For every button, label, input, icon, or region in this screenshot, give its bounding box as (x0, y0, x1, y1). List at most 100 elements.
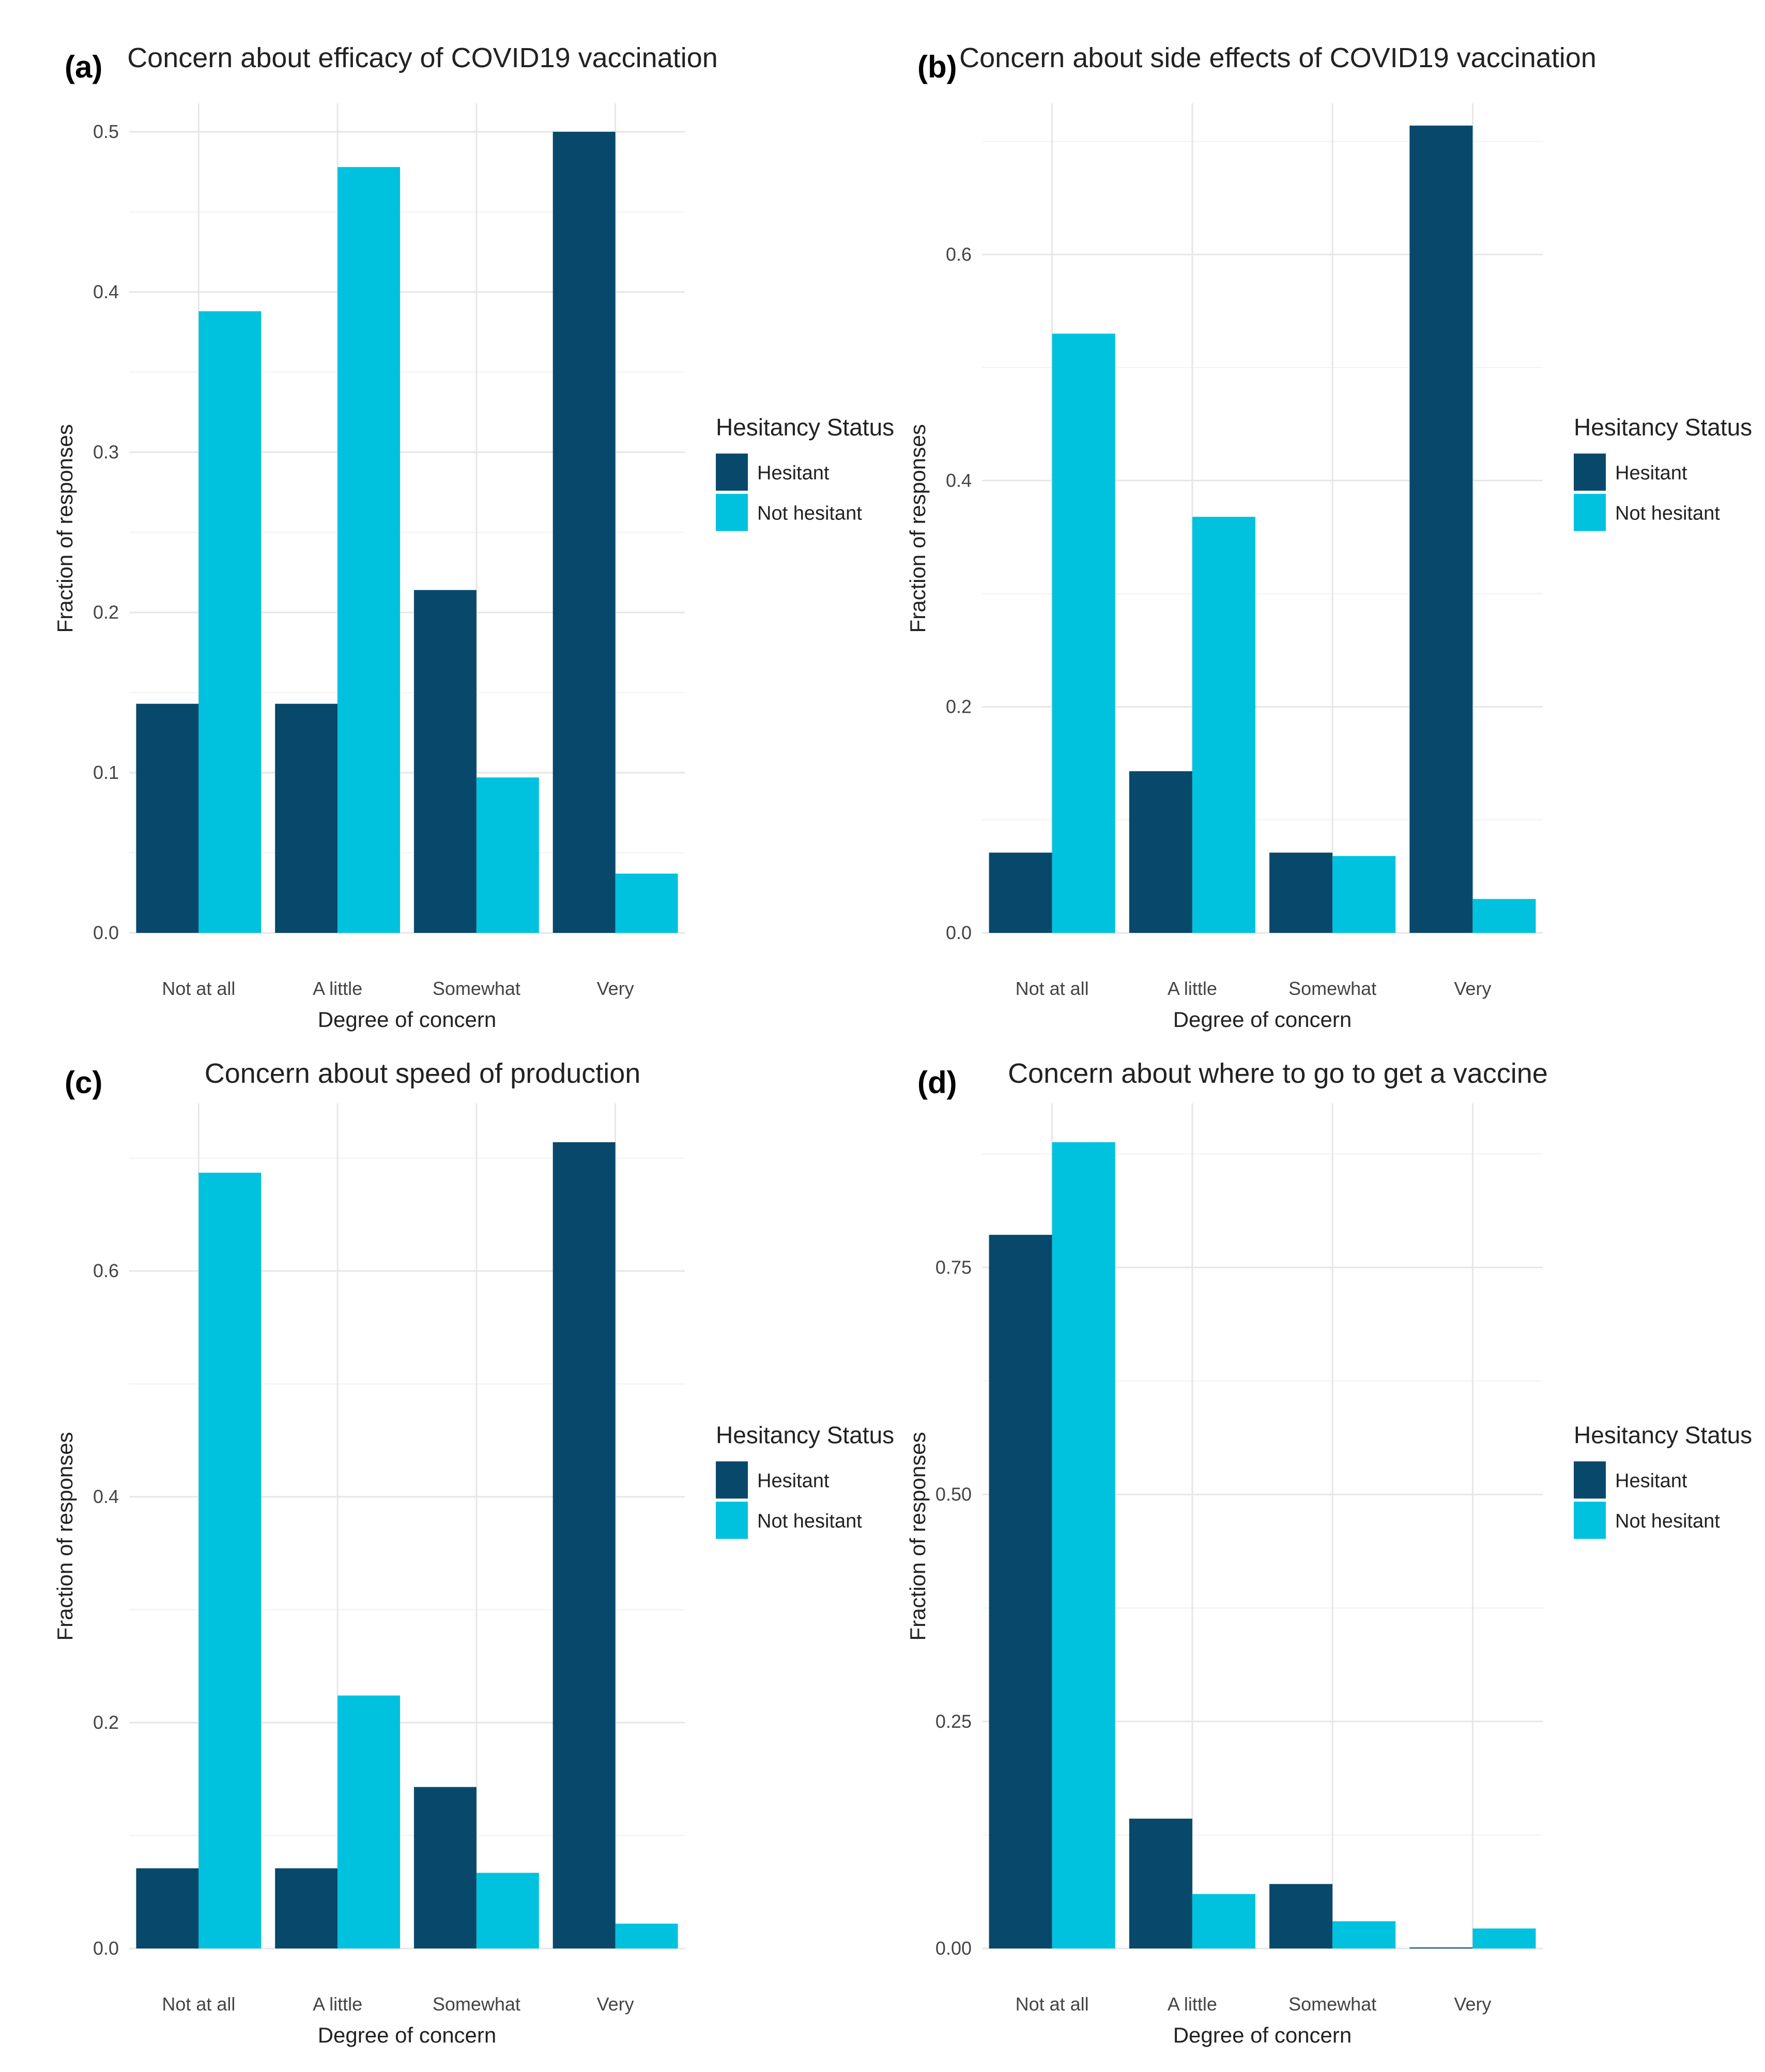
bar-hesitant-0 (136, 1868, 199, 1948)
chart-panel-2: 0.0 0.2 0.4 0.6 Not at all A little Somewhat Ve… (53, 1058, 894, 2047)
x-tick-label: Not at all (162, 978, 235, 999)
x-tick-label: Very (597, 978, 634, 999)
bar-hesitant-3 (552, 132, 616, 933)
bar-not-hesitant-3 (1472, 899, 1536, 933)
y-axis-label: Fraction of responses (53, 424, 77, 633)
x-tick-label: Somewhat (433, 978, 520, 999)
y-tick-label: 0.2 (93, 602, 119, 623)
bar-not-hesitant-3 (1472, 1928, 1536, 1948)
legend-entry-label: Not hesitant (1615, 1511, 1720, 1532)
bar-not-hesitant-1 (1192, 516, 1255, 933)
y-tick-label: 0.4 (93, 1486, 119, 1507)
bar-not-hesitant-0 (198, 311, 262, 933)
bar-hesitant-2 (413, 1787, 477, 1948)
legend-swatch (716, 494, 748, 531)
bar-hesitant-3 (552, 1142, 616, 1948)
bar-hesitant-1 (1129, 1818, 1192, 1948)
x-axis-label: Degree of concern (1173, 2023, 1352, 2047)
y-tick-label: 0.3 (93, 441, 119, 463)
chart-title: Concern about speed of production (205, 1058, 641, 1089)
x-tick-label: Very (1454, 978, 1491, 999)
y-tick-label: 0.0 (93, 922, 119, 943)
bar-hesitant-1 (275, 1868, 338, 1948)
legend-entry-label: Hesitant (757, 463, 830, 484)
bar-hesitant-1 (1129, 771, 1192, 933)
x-tick-label: Not at all (1016, 978, 1089, 999)
legend-entry-label: Not hesitant (757, 1511, 862, 1532)
x-tick-label: Somewhat (433, 1993, 520, 2015)
legend-swatch (1574, 1501, 1606, 1539)
legend-title: Hesitancy Status (1574, 414, 1752, 441)
chart-title: Concern about where to go to get a vacci… (1008, 1058, 1548, 1089)
x-axis-label: Degree of concern (318, 2023, 497, 2047)
panel-letter: (b) (917, 50, 957, 84)
y-axis-label: Fraction of responses (905, 1432, 930, 1641)
legend-swatch (1574, 1461, 1606, 1499)
bar-hesitant-1 (275, 703, 338, 933)
y-tick-label: 0.0 (946, 922, 972, 943)
y-tick-label: 0.75 (935, 1256, 972, 1278)
y-tick-label: 0.6 (946, 243, 972, 265)
x-tick-label: Very (597, 1993, 634, 2015)
chart-title: Concern about side effects of COVID19 va… (959, 42, 1597, 73)
bar-not-hesitant-2 (476, 777, 539, 933)
x-axis-label: Degree of concern (318, 1007, 497, 1032)
chart-panel-0: 0.0 0.1 0.2 0.3 0.4 0.5 Not at all A little Some… (53, 42, 894, 1032)
bar-not-hesitant-0 (1052, 1142, 1115, 1948)
y-tick-label: 0.4 (946, 470, 972, 491)
y-tick-label: 0.6 (93, 1260, 119, 1281)
x-axis-label: Degree of concern (1173, 1007, 1352, 1032)
y-tick-label: 0.1 (93, 762, 119, 783)
bar-hesitant-3 (1409, 126, 1473, 933)
x-tick-label: A little (313, 1993, 362, 2015)
x-tick-label: Not at all (162, 1993, 235, 2015)
chart-panel-1: 0.0 0.2 0.4 0.6 Not at all A little Somewhat Ve… (905, 42, 1752, 1032)
bar-not-hesitant-2 (1332, 856, 1396, 933)
y-axis-label: Fraction of responses (53, 1432, 77, 1641)
y-tick-label: 0.0 (93, 1938, 119, 1959)
bar-not-hesitant-1 (337, 1695, 401, 1948)
legend-title: Hesitancy Status (716, 414, 894, 441)
legend-title: Hesitancy Status (716, 1422, 894, 1449)
y-tick-label: 0.2 (93, 1712, 119, 1733)
legend-swatch (716, 1461, 748, 1499)
y-tick-label: 0.00 (935, 1938, 972, 1959)
y-tick-label: 0.50 (935, 1484, 972, 1505)
legend-title: Hesitancy Status (1574, 1422, 1752, 1449)
x-tick-label: Somewhat (1288, 978, 1376, 999)
legend-swatch (716, 1501, 748, 1539)
bar-not-hesitant-0 (1052, 333, 1115, 933)
bar-hesitant-3 (1409, 1947, 1473, 1948)
bar-hesitant-0 (989, 1235, 1052, 1948)
y-axis-label: Fraction of responses (905, 424, 930, 633)
bar-hesitant-0 (989, 852, 1052, 933)
panel-letter: (d) (917, 1065, 957, 1100)
bar-hesitant-0 (136, 703, 199, 933)
chart-panel-3: 0.00 0.25 0.50 0.75 Not at all A little Somewh… (905, 1058, 1752, 2047)
bar-hesitant-2 (413, 590, 477, 933)
legend-swatch (1574, 494, 1606, 531)
y-tick-label: 0.4 (93, 281, 119, 302)
bar-hesitant-2 (1269, 1884, 1333, 1948)
legend-entry-label: Not hesitant (1615, 503, 1720, 525)
legend-swatch (716, 453, 748, 491)
panel-letter: (c) (65, 1065, 102, 1100)
y-tick-label: 0.25 (935, 1711, 972, 1732)
x-tick-label: Very (1454, 1993, 1491, 2015)
bar-not-hesitant-1 (1192, 1894, 1255, 1948)
y-tick-label: 0.5 (93, 121, 119, 142)
legend-entry-label: Hesitant (1615, 1470, 1687, 1492)
x-tick-label: Somewhat (1288, 1993, 1376, 2015)
panel-letter: (a) (65, 50, 102, 84)
bar-not-hesitant-1 (337, 167, 401, 933)
legend-entry-label: Not hesitant (757, 503, 862, 525)
x-tick-label: Not at all (1016, 1993, 1089, 2015)
bar-not-hesitant-0 (198, 1172, 262, 1948)
bar-not-hesitant-3 (615, 1923, 678, 1948)
bar-hesitant-2 (1269, 852, 1333, 933)
bar-not-hesitant-2 (476, 1873, 539, 1948)
x-tick-label: A little (1168, 1993, 1217, 2015)
x-tick-label: A little (1168, 978, 1217, 999)
